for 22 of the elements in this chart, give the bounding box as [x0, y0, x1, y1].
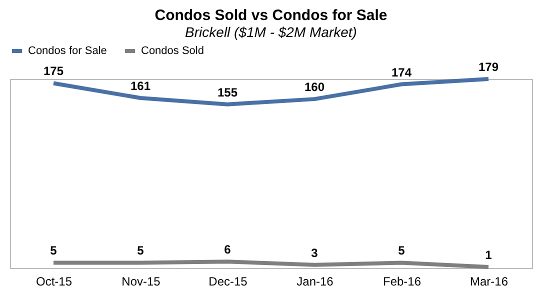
x-tick-label: Feb-16: [382, 274, 422, 288]
data-label: 5: [398, 244, 406, 258]
data-label: 3: [311, 246, 318, 260]
data-label: 6: [224, 242, 232, 257]
chart-subtitle: Brickell ($1M - $2M Market): [185, 24, 357, 40]
x-tick-label: Oct-15: [36, 274, 72, 288]
legend-label: Condos for Sale: [28, 45, 107, 57]
data-label: 175: [43, 64, 64, 78]
data-label: 5: [50, 244, 58, 258]
x-tick-label: Dec-15: [208, 274, 248, 288]
data-label: 155: [217, 85, 238, 100]
x-tick-label: Jan-16: [296, 274, 334, 288]
data-label: 160: [304, 80, 325, 94]
legend-label: Condos Sold: [141, 45, 204, 57]
data-label: 1: [485, 248, 492, 262]
data-label: 174: [391, 65, 412, 80]
x-tick-label: Mar-16: [470, 274, 508, 288]
data-label: 5: [137, 244, 144, 258]
x-tick-label: Nov-15: [122, 274, 161, 288]
data-label: 161: [130, 79, 151, 94]
chart-title: Condos Sold vs Condos for Sale: [154, 7, 388, 24]
data-label: 179: [478, 60, 499, 74]
